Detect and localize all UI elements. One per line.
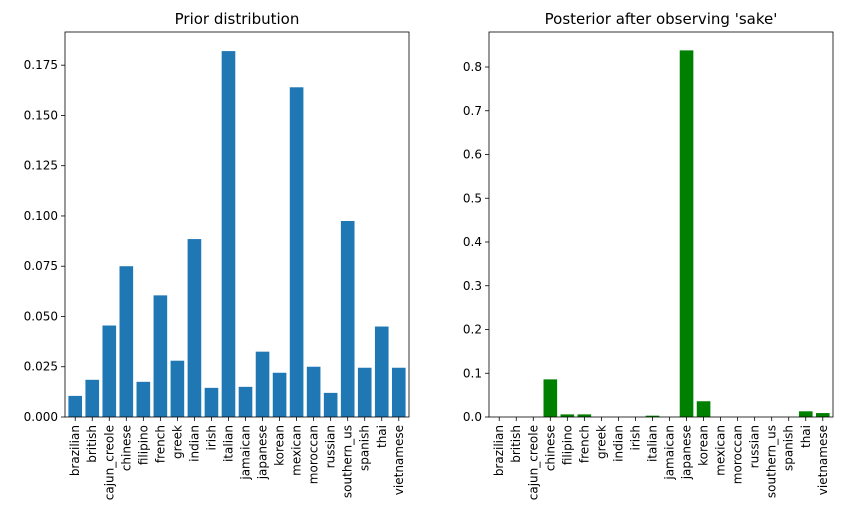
posterior-chart: Posterior after observing 'sake' 0.0 0.1 0.… [463,10,834,500]
x-tick-label-greek: greek [170,425,184,459]
bar-japanese [679,50,694,418]
bar-greek [170,360,185,417]
bar-russian [323,392,338,417]
chart-title: Posterior after observing 'sake' [545,10,778,28]
x-tick-label-russian: russian [324,425,338,468]
x-tick-label-vietnamese: vietnamese [392,425,406,495]
y-tick-label: 0.100 [24,209,58,223]
bar-spanish [357,367,372,417]
chart-title: Prior distribution [175,10,300,28]
y-tick-label: 0.3 [463,279,482,293]
x-tick-label-korean: korean [697,425,711,466]
bar-thai [374,326,389,417]
x-tick-label-mexican: mexican [714,425,728,476]
y-tick-label: 0.125 [24,159,58,173]
y-tick-label: 0.050 [24,309,58,323]
x-tick-label-japanese: japanese [680,425,694,480]
x-tick-label-jamaican: jamaican [663,425,677,481]
bar-chinese [543,379,558,418]
x-tick-label-russian: russian [748,425,762,468]
bar-southern_us [340,220,355,417]
y-tick-label: 0.075 [24,259,58,273]
y-tick-label: 0.8 [463,60,482,74]
x-tick-label-moroccan: moroccan [731,425,745,484]
x-tick-label-spanish: spanish [782,425,796,471]
x-tick-label-irish: irish [204,425,218,450]
x-tick-label-british: british [85,425,99,463]
y-tick-label: 0.2 [463,323,482,337]
bar-french [153,295,168,417]
bar-vietnamese [815,413,830,417]
x-tick-label-italian: italian [645,425,659,462]
bar-irish [204,387,219,417]
axes-frame [64,31,410,418]
bar-italian [645,415,660,417]
y-tick-label: 0.7 [463,104,482,118]
x-tick-label-moroccan: moroccan [307,425,321,484]
bar-filipino [560,414,575,418]
bar-moroccan [306,366,321,417]
x-tick-label-spanish: spanish [358,425,372,471]
x-tick-label-irish: irish [628,425,642,450]
x-tick-label-brazilian: brazilian [492,425,506,476]
bar-filipino [136,381,151,417]
y-tick-label: 0.175 [24,58,58,72]
bar-korean [272,372,287,417]
x-tick-label-british: british [509,425,523,463]
bar-cajun_creole [102,325,117,417]
bar-jamaican [238,386,253,417]
x-tick-label-japanese: japanese [256,425,270,480]
y-tick-label: 0.150 [24,108,58,122]
x-tick-label-french: french [153,425,167,463]
y-tick-label: 0.1 [463,366,482,380]
x-tick-label-filipino: filipino [136,425,150,465]
x-tick-label-jamaican: jamaican [239,425,253,481]
bar-japanese [255,351,270,417]
y-tick-label: 0.000 [24,410,58,424]
x-tick-label-italian: italian [221,425,235,462]
prior-chart: Prior distribution 0.000 0.025 0.050 0.075 0.… [24,10,410,500]
x-tick-label-brazilian: brazilian [68,425,82,476]
bar-chinese [119,266,134,417]
y-tick-label: 0.4 [463,235,482,249]
bar-british [85,379,100,417]
x-tick-label-indian: indian [611,425,625,462]
bar-brazilian [68,395,83,417]
y-tick-label: 0.5 [463,191,482,205]
bar-mexican [289,87,304,417]
x-tick-label-southern_us: southern_us [765,425,779,498]
bar-italian [221,51,236,417]
x-tick-label-thai: thai [799,425,813,448]
x-tick-label-greek: greek [594,425,608,459]
bar-thai [798,411,813,417]
bar-french [577,414,592,418]
y-tick-label: 0.6 [463,148,482,162]
x-tick-label-vietnamese: vietnamese [816,425,830,495]
x-tick-label-mexican: mexican [290,425,304,476]
x-tick-label-southern_us: southern_us [341,425,355,498]
y-tick-label: 0.0 [463,410,482,424]
x-tick-label-french: french [577,425,591,463]
bar-indian [187,239,202,417]
x-tick-label-thai: thai [375,425,389,448]
x-tick-label-cajun_creole: cajun_creole [526,425,540,500]
x-tick-label-filipino: filipino [560,425,574,465]
axes-frame [488,31,834,418]
bar-vietnamese [391,367,406,417]
x-tick-label-chinese: chinese [543,425,557,471]
y-tick-label: 0.025 [24,360,58,374]
x-tick-label-cajun_creole: cajun_creole [102,425,116,500]
x-tick-label-korean: korean [273,425,287,466]
x-tick-label-chinese: chinese [119,425,133,471]
x-tick-label-indian: indian [187,425,201,462]
bar-korean [696,401,711,417]
